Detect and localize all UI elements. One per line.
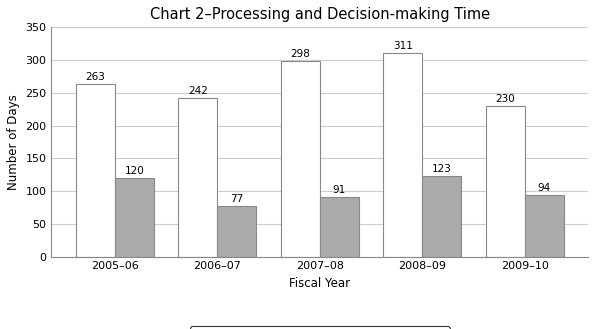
Bar <box>217 206 256 257</box>
Text: 298: 298 <box>290 49 310 60</box>
Text: 311: 311 <box>393 41 413 51</box>
Bar <box>115 178 154 257</box>
Bar <box>178 98 217 257</box>
Text: 242: 242 <box>188 86 208 96</box>
X-axis label: Fiscal Year: Fiscal Year <box>289 277 350 290</box>
Bar <box>422 176 461 257</box>
Text: 263: 263 <box>86 72 105 82</box>
Text: 77: 77 <box>230 194 243 204</box>
Text: 230: 230 <box>496 94 515 104</box>
Bar <box>383 53 422 257</box>
Y-axis label: Number of Days: Number of Days <box>7 94 20 190</box>
Text: 123: 123 <box>432 164 452 174</box>
Bar <box>486 106 525 257</box>
Bar <box>525 195 563 257</box>
Text: 120: 120 <box>124 166 144 176</box>
Bar <box>76 84 115 257</box>
Text: 91: 91 <box>333 185 346 195</box>
Title: Chart 2–Processing and Decision-making Time: Chart 2–Processing and Decision-making T… <box>150 7 490 22</box>
Bar <box>320 197 359 257</box>
Bar <box>281 61 320 257</box>
Legend: Processing Time, Decision-making Time: Processing Time, Decision-making Time <box>190 326 450 329</box>
Text: 94: 94 <box>537 183 551 193</box>
